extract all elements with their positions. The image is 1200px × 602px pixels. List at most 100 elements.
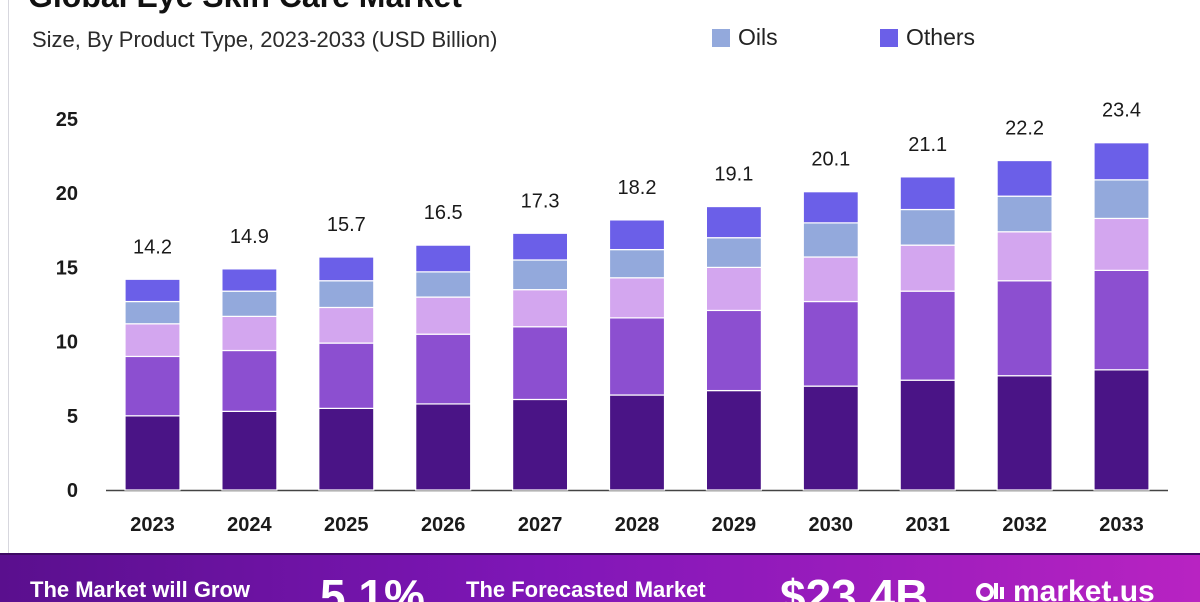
bar-segment-2024-s3: [221, 315, 278, 352]
bar-segment-2027-s3: [511, 289, 569, 328]
y-tick-label: 10: [56, 332, 78, 354]
bar-total-label-2025: 15.7: [327, 214, 366, 236]
x-tick-label-2030: 2030: [809, 514, 854, 536]
bar-segment-2029-s1: [705, 389, 763, 491]
y-tick-label: 5: [67, 406, 78, 428]
bar-total-label-2024: 14.9: [230, 226, 269, 248]
bar-segment-2033-s3: [1093, 217, 1150, 271]
legend-item-oils: Oils: [712, 24, 778, 51]
chart-legend: Oils Others: [0, 24, 1200, 54]
bar-segment-2030-s1: [802, 385, 859, 491]
bar-segment-2024-s1: [221, 410, 278, 491]
legend-label-oils: Oils: [738, 24, 778, 50]
bar-segment-2028-s2: [608, 317, 666, 396]
legend-item-others: Others: [880, 24, 975, 51]
y-tick-label: 20: [56, 183, 78, 205]
bar-total-label-2030: 20.1: [811, 149, 850, 171]
bar-total-label-2028: 18.2: [618, 177, 657, 199]
bar-segment-2030-s4: [802, 222, 859, 258]
bar-total-label-2032: 22.2: [1005, 118, 1044, 140]
bar-segment-2027-s4: [511, 259, 569, 291]
bar-segment-2025-s4: [318, 280, 375, 309]
bar-total-label-2029: 19.1: [714, 164, 753, 186]
bar-segment-2033-s2: [1093, 269, 1150, 371]
banner-forecast-text: The Forecasted Market: [466, 577, 706, 602]
x-tick-label-2033: 2033: [1099, 514, 1144, 536]
stats-banner: The Market will Grow 5.1% The Forecasted…: [0, 553, 1200, 602]
bar-segment-2023-s4: [124, 300, 181, 325]
bar-segment-2031-s2: [899, 290, 956, 381]
y-tick-label: 25: [56, 109, 78, 131]
bar-segment-2026-s4: [415, 271, 472, 298]
bar-segment-2028-s3: [608, 277, 666, 319]
x-tick-label-2024: 2024: [227, 514, 272, 536]
bar-segment-2032-s2: [996, 280, 1053, 377]
x-tick-label-2026: 2026: [421, 514, 466, 536]
bar-segment-2023-s5: [124, 278, 181, 303]
bar-segment-2027-s1: [511, 398, 569, 491]
bar-total-label-2031: 21.1: [908, 134, 947, 156]
bar-segment-2032-s5: [996, 159, 1053, 197]
y-tick-label: 0: [67, 480, 78, 502]
bar-total-label-2027: 17.3: [521, 190, 560, 212]
bar-segment-2029-s3: [705, 266, 763, 312]
bar-segment-2030-s2: [802, 300, 859, 387]
bar-segment-2028-s4: [608, 248, 666, 279]
banner-growth-text: The Market will Grow: [30, 577, 251, 602]
bar-segment-2031-s3: [899, 244, 956, 292]
banner-growth-value: 5.1%: [320, 570, 425, 602]
bar-chart: 051015202514.2202314.9202415.7202516.520…: [56, 100, 1168, 536]
legend-label-others: Others: [906, 24, 976, 50]
bar-segment-2030-s5: [802, 191, 859, 224]
bar-segment-2025-s5: [318, 256, 375, 282]
bar-segment-2023-s1: [124, 415, 181, 491]
market-us-logo-icon: [976, 583, 1004, 601]
bar-segment-2029-s2: [705, 309, 763, 392]
market-us-logo: market.us: [975, 575, 1155, 602]
chart-title: Global Eye Skin Care Market: [28, 0, 462, 15]
bar-segment-2026-s1: [415, 403, 472, 491]
frame-border: [8, 0, 9, 560]
bar-segment-2030-s3: [802, 256, 859, 303]
bar-segment-2031-s1: [899, 379, 956, 491]
bar-segment-2025-s1: [318, 407, 375, 491]
bar-total-label-2033: 23.4: [1102, 100, 1141, 122]
banner-logo-text: market.us: [1013, 575, 1155, 602]
y-tick-label: 15: [56, 257, 78, 279]
bar-segment-2032-s1: [996, 375, 1053, 491]
banner-forecast-value: $23.4B: [780, 570, 929, 602]
bar-segment-2026-s2: [415, 333, 472, 405]
bar-segment-2032-s4: [996, 195, 1053, 233]
bar-segment-2027-s2: [511, 326, 569, 401]
bar-segment-2023-s2: [124, 355, 181, 417]
x-tick-label-2023: 2023: [130, 514, 175, 536]
x-tick-label-2029: 2029: [712, 514, 757, 536]
bar-segment-2026-s3: [415, 296, 472, 335]
bar-segment-2033-s5: [1093, 142, 1150, 181]
bar-total-label-2023: 14.2: [133, 236, 172, 258]
bar-total-label-2026: 16.5: [424, 202, 463, 224]
bar-segment-2024-s4: [221, 290, 278, 317]
bar-segment-2033-s1: [1093, 369, 1150, 491]
x-tick-label-2028: 2028: [615, 514, 660, 536]
bar-segment-2024-s5: [221, 268, 278, 292]
x-tick-label-2027: 2027: [518, 514, 563, 536]
x-tick-label-2032: 2032: [1002, 514, 1047, 536]
legend-swatch-others: [880, 28, 898, 47]
bar-segment-2026-s5: [415, 244, 472, 273]
x-tick-label-2025: 2025: [324, 514, 369, 536]
bar-segment-2025-s3: [318, 306, 375, 344]
bar-segment-2029-s5: [705, 205, 763, 239]
bar-segment-2027-s5: [511, 232, 569, 261]
bar-segment-2031-s5: [899, 176, 956, 211]
bar-segment-2024-s2: [221, 349, 278, 412]
bar-segment-2028-s1: [608, 394, 666, 491]
bar-segment-2023-s3: [124, 323, 181, 358]
bar-segment-2032-s3: [996, 231, 1053, 282]
bar-segment-2031-s4: [899, 208, 956, 246]
bar-segment-2028-s5: [608, 219, 666, 251]
bar-segment-2025-s2: [318, 342, 375, 409]
chart-subtitle: Size, By Product Type, 2023-2033 (USD Bi…: [32, 27, 498, 52]
bar-segment-2029-s4: [705, 237, 763, 269]
bar-segment-2033-s4: [1093, 179, 1150, 220]
